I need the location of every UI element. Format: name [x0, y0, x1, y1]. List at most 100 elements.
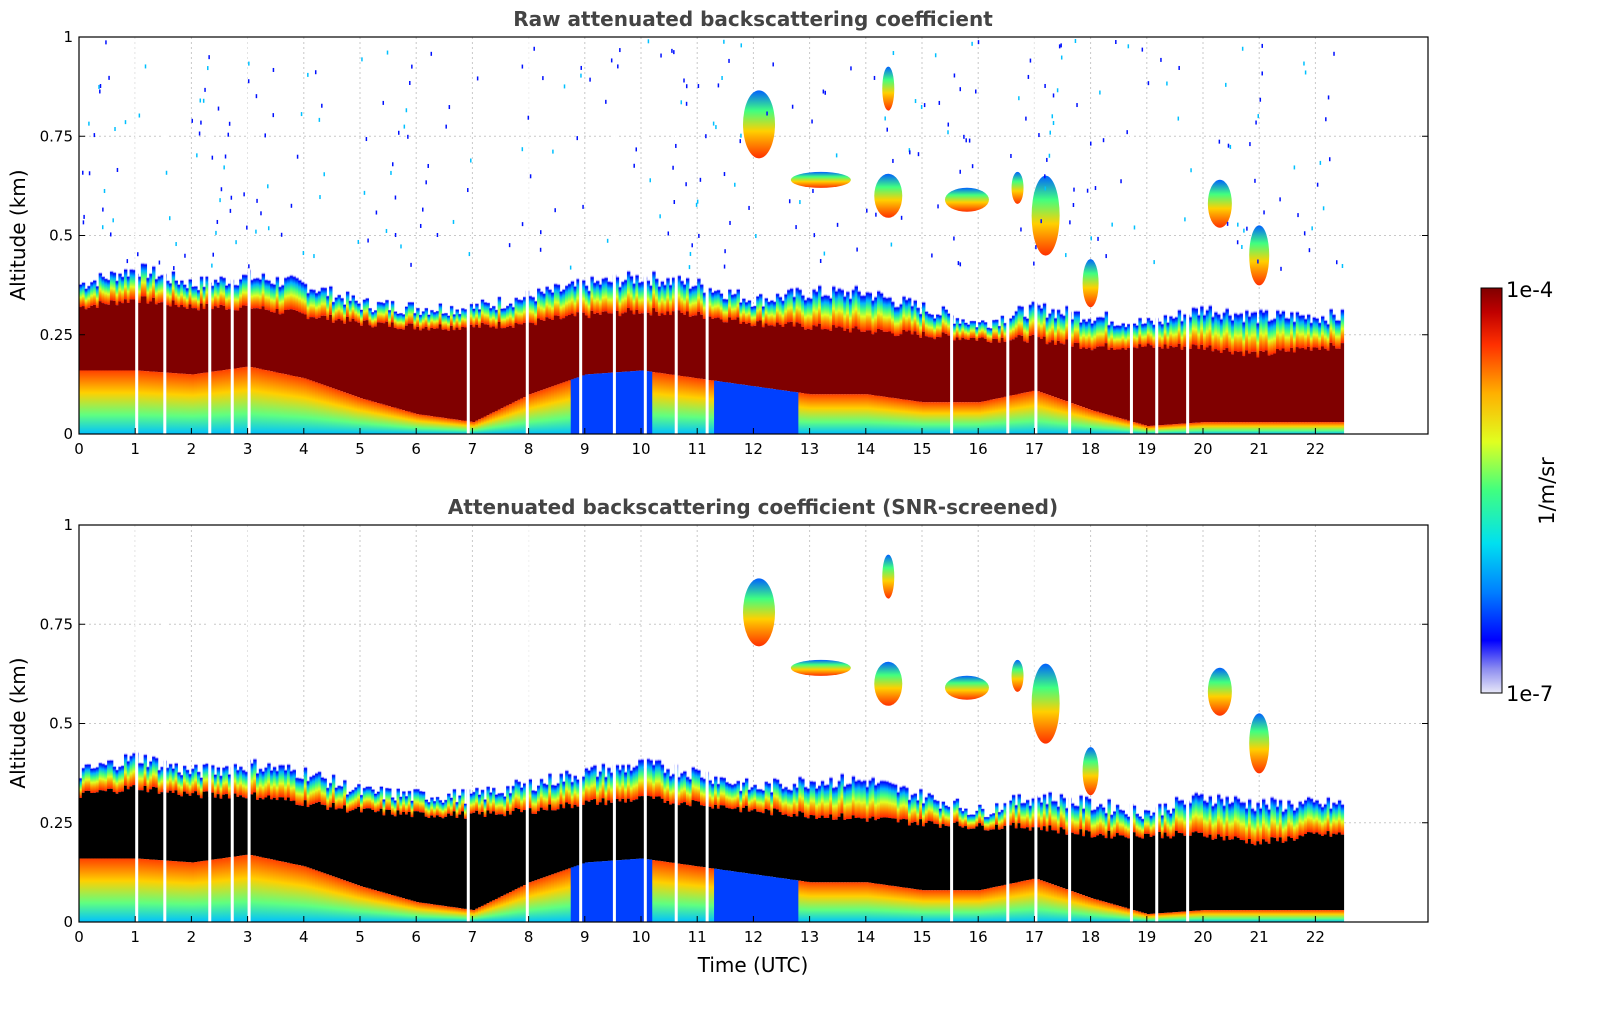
heatmap-cell	[202, 285, 207, 310]
heatmap-cell	[390, 299, 395, 323]
heatmap-cell	[1158, 425, 1162, 434]
heatmap-cell	[1152, 913, 1156, 922]
heatmap-cell	[129, 754, 133, 787]
heatmap-cell	[747, 788, 752, 812]
heatmap-cell	[1113, 416, 1117, 434]
heatmap-cell	[896, 398, 901, 434]
noise-speckle	[313, 254, 315, 259]
heatmap-cell	[1113, 809, 1117, 837]
heatmap-cell	[548, 288, 552, 319]
heatmap-cell	[306, 319, 311, 380]
noise-speckle	[1280, 266, 1282, 271]
panel-screened-title: Attenuated backscattering coefficient (S…	[448, 495, 1058, 519]
heatmap-cell	[1160, 348, 1165, 426]
heatmap-cell	[84, 858, 89, 922]
y-tick-label: 0.25	[40, 814, 73, 832]
x-tick-label: 8	[524, 440, 534, 458]
heatmap-cell	[1200, 304, 1204, 345]
noise-speckle	[1319, 160, 1322, 165]
heatmap-cell	[669, 283, 673, 316]
heatmap-cell	[618, 860, 622, 922]
heatmap-cell	[531, 393, 535, 434]
heatmap-cell	[728, 288, 732, 318]
heatmap-cell	[1228, 351, 1232, 423]
heatmap-cell	[1332, 312, 1336, 346]
heatmap-cell	[736, 807, 740, 872]
heatmap-cell	[452, 313, 457, 331]
heatmap-cell	[368, 400, 372, 434]
heatmap-cell	[537, 318, 541, 392]
heatmap-cell	[992, 399, 996, 434]
heatmap-cell	[1225, 794, 1229, 837]
noise-speckle	[582, 204, 584, 209]
heatmap-cell	[157, 372, 162, 434]
noise-speckle	[112, 218, 114, 223]
heatmap-cell	[1267, 422, 1272, 434]
heatmap-cell	[846, 819, 850, 883]
heatmap-cell	[315, 771, 319, 803]
heatmap-cell	[241, 305, 246, 368]
data-gap	[163, 37, 167, 434]
noise-speckle	[394, 195, 397, 200]
heatmap-cell	[635, 799, 639, 859]
heatmap-cell	[750, 326, 754, 386]
heatmap-cell	[961, 890, 965, 922]
heatmap-cell	[109, 370, 114, 434]
heatmap-cell	[1180, 798, 1184, 834]
heatmap-cell	[1025, 392, 1030, 434]
heatmap-cell	[278, 373, 282, 434]
heatmap-cell	[1233, 910, 1238, 922]
data-gap	[135, 37, 139, 434]
heatmap-cell	[756, 294, 760, 322]
heatmap-cell	[1247, 353, 1252, 423]
heatmap-cell	[258, 767, 263, 798]
noise-speckle	[290, 203, 293, 208]
heatmap-cell	[239, 277, 243, 308]
heatmap-cell	[1318, 349, 1322, 423]
heatmap-cell	[407, 301, 412, 324]
heatmap-cell	[902, 818, 906, 888]
heatmap-cell	[222, 794, 226, 859]
data-gap	[135, 525, 139, 922]
heatmap-cell	[166, 372, 170, 434]
heatmap-cell	[168, 282, 173, 307]
heatmap-cell	[899, 819, 903, 888]
heatmap-cell	[843, 330, 847, 395]
heatmap-cell	[596, 279, 600, 313]
heatmap-cell	[1281, 842, 1286, 911]
heatmap-cell	[300, 865, 305, 922]
heatmap-cell	[958, 826, 962, 891]
heatmap-cell	[121, 764, 125, 792]
heatmap-cell	[1090, 410, 1095, 434]
heatmap-cell	[250, 761, 254, 795]
heatmap-cell	[1090, 898, 1095, 922]
noise-speckle	[959, 169, 961, 174]
noise-speckle	[212, 252, 214, 257]
heatmap-cell	[1315, 347, 1319, 423]
heatmap-cell	[683, 314, 687, 377]
heatmap-cell	[1132, 422, 1137, 434]
heatmap-cell	[1236, 351, 1241, 423]
heatmap-cell	[596, 804, 600, 862]
heatmap-cell	[787, 816, 791, 880]
heatmap-cell	[635, 858, 639, 922]
heatmap-cell	[1104, 811, 1109, 839]
heatmap-cell	[848, 332, 853, 395]
heatmap-cell	[868, 882, 873, 922]
heatmap-cell	[166, 860, 170, 922]
heatmap-cell	[694, 767, 698, 802]
noise-speckle	[953, 73, 956, 78]
heatmap-cell	[1247, 797, 1252, 840]
heatmap-cell	[1284, 841, 1288, 911]
heatmap-cell	[292, 309, 296, 377]
heatmap-cell	[253, 855, 257, 922]
noise-speckle	[795, 225, 797, 230]
heatmap-cell	[146, 859, 150, 922]
heatmap-cell	[930, 402, 934, 434]
cloud-patch	[790, 171, 851, 188]
heatmap-cell	[902, 887, 906, 922]
heatmap-cell	[576, 778, 580, 807]
heatmap-cell	[840, 287, 844, 328]
heatmap-cell	[399, 312, 403, 329]
heatmap-cell	[284, 862, 288, 922]
